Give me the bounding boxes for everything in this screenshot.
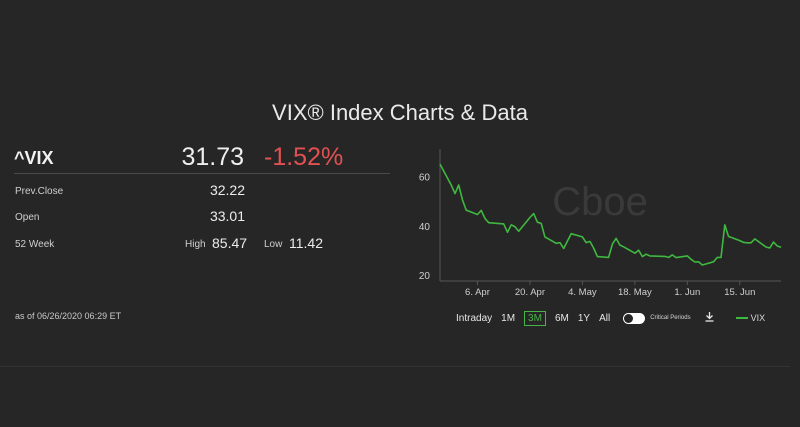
x-tick-label: 15. Jun [724,287,755,298]
critical-periods-label: Critical Periods [650,315,691,321]
week52-label: 52 Week [15,239,55,250]
x-tick-label: 18. May [618,287,652,298]
prev-close-value: 32.22 [209,182,245,198]
x-tick-label: 1. Jun [674,287,700,298]
week52-row: 52 Week High 85.47 Low 11.42 [15,235,391,255]
y-tick-label: 40 [419,222,431,233]
section-divider [0,366,790,367]
symbol: ^VIX [14,148,54,168]
range-all-button[interactable]: All [599,312,611,324]
as-of-timestamp: as of 06/26/2020 06:29 ET [15,311,122,321]
vix-chart[interactable]: Cboe 20 40 60 6. Apr 20. Apr 4. May 18. May 1. J… [410,145,790,305]
x-tick-label: 6. Apr [465,287,490,298]
range-3m-button[interactable]: 3M [524,310,546,326]
y-tick-label: 60 [419,173,431,184]
chart-controls: Intraday 1M 3M 6M 1Y All Critical Period… [456,309,765,327]
low-value: 11.42 [289,235,323,251]
open-label: Open [15,212,40,223]
x-tick-label: 20. Apr [515,287,545,298]
chart-legend[interactable]: VIX [735,313,766,323]
high-value: 85.47 [212,235,248,251]
open-row: Open 33.01 [15,208,391,228]
chart-svg: Cboe 20 40 60 6. Apr 20. Apr 4. May 18. May 1. J… [419,149,782,298]
last-price: 31.73 [181,143,244,171]
y-tick-label: 20 [419,271,431,282]
vix-series-line [439,163,782,266]
page-title: VIX® Index Charts & Data [272,100,528,125]
low-label: Low [264,239,283,250]
download-icon[interactable] [705,311,714,325]
quote-header: ^VIX 31.73 -1.52% [14,143,390,174]
prev-close-label: Prev.Close [15,186,64,197]
range-intraday-button[interactable]: Intraday [456,312,493,324]
chart-watermark: Cboe [552,180,648,224]
critical-periods-toggle[interactable] [623,312,646,324]
legend-label: VIX [750,313,766,323]
x-tick-label: 4. May [568,287,597,298]
prev-close-row: Prev.Close 32.22 [15,182,391,202]
percent-change: -1.52% [264,143,344,171]
range-6m-button[interactable]: 6M [554,312,569,324]
range-1y-button[interactable]: 1Y [577,312,591,324]
toggle-knob [624,313,634,323]
high-label: High [185,239,206,250]
range-1m-button[interactable]: 1M [501,312,516,324]
legend-swatch [735,317,748,319]
open-value: 33.01 [209,208,245,224]
